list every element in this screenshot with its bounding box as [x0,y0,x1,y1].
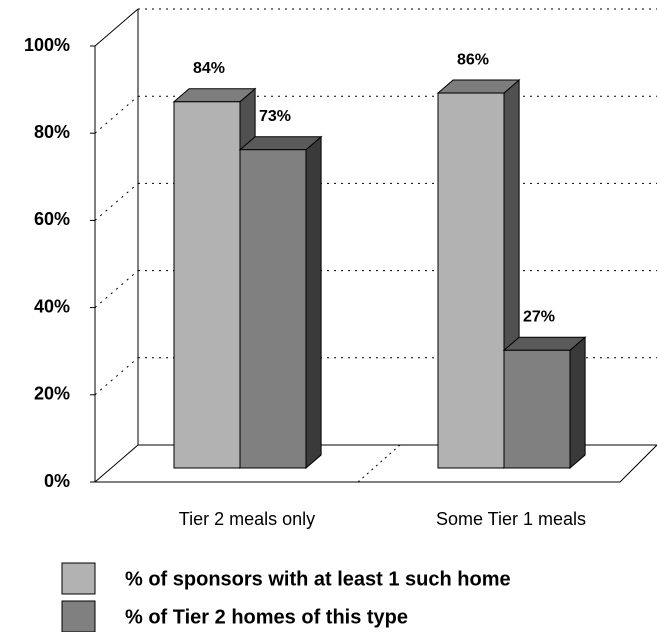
bar-top [172,88,257,103]
bar [239,149,307,469]
floor-divider [357,444,401,483]
y-tick-label: 80% [34,122,70,142]
bar [437,92,505,469]
value-label: 73% [259,108,291,125]
wall-grid-line [94,357,139,396]
x-tick-label: Some Tier 1 meals [436,509,586,529]
y-tick-label: 40% [34,296,70,316]
bar [173,101,241,469]
front-frame [94,46,657,483]
bar [503,349,571,469]
bar-top [502,336,587,351]
bar-top [436,79,521,94]
bar-side [569,336,586,470]
bar-top [238,136,323,151]
legend-label: % of sponsors with at least 1 such home [125,568,511,590]
legend-label: % of Tier 2 homes of this type [125,606,408,628]
value-label: 27% [523,308,555,325]
y-tick-label: 20% [34,384,70,404]
value-label: 86% [457,51,489,68]
y-tick-label: 100% [24,35,70,55]
value-label: 84% [193,60,225,77]
legend-swatch [61,600,96,632]
floor-edge [94,444,139,483]
wall-grid-line [94,95,139,134]
y-tick-label: 60% [34,209,70,229]
y-tick-label: 0% [44,471,70,491]
wall-grid-line [94,270,139,308]
wall-top [94,8,139,47]
wall-grid-line [94,183,139,221]
bar-side [305,135,322,470]
x-tick-label: Tier 2 meals only [179,509,315,529]
legend-swatch [61,562,96,595]
